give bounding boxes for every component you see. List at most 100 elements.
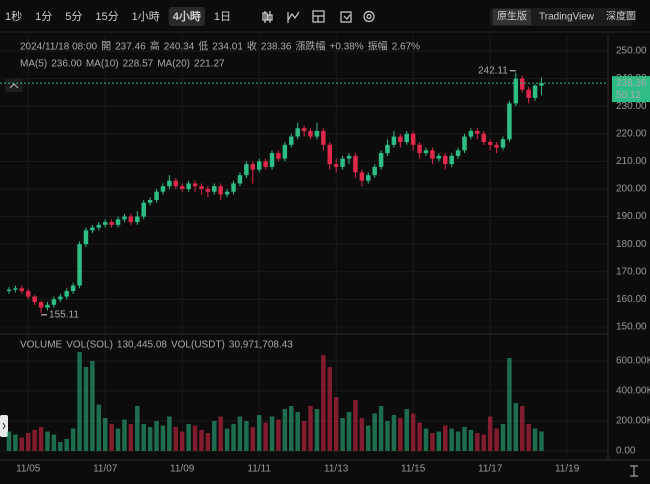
price-tick-label: 230.00 (616, 101, 647, 112)
layout-icon[interactable] (312, 10, 325, 23)
volume-bar (404, 408, 410, 451)
interval-button[interactable]: 15分 (95, 10, 118, 23)
candle-body (455, 150, 461, 156)
volume-tick-label: 400.00K (616, 386, 650, 397)
ma-value: 228.57 (123, 59, 154, 70)
candle-body (475, 131, 480, 134)
volume-bar (423, 428, 429, 451)
candle-body (179, 186, 185, 189)
volume-bar (186, 423, 191, 451)
volume-bar (45, 431, 50, 451)
settings-icon[interactable] (363, 10, 375, 23)
candle-body (45, 304, 50, 308)
volume-bar (263, 422, 268, 451)
candle-body (519, 78, 525, 90)
legend-label: 高 (150, 40, 160, 53)
volume-tick-label: 0.00 (616, 446, 636, 457)
volume-bar (83, 366, 89, 451)
legend-value: 237.46 (115, 42, 146, 53)
candle-body (231, 183, 236, 192)
snapshot-icon[interactable] (340, 11, 352, 23)
candle-body (128, 216, 134, 223)
legend-time: 2024/11/18 08:00 (20, 42, 98, 53)
volume-bar (167, 416, 172, 451)
candle-body (109, 222, 114, 225)
volume-bar (346, 411, 352, 451)
candle-body (314, 131, 320, 137)
ma-label: MA(20) (157, 59, 190, 70)
price-tick-label: 150.00 (616, 322, 647, 333)
candle-body (83, 230, 89, 245)
candle-body (353, 155, 358, 173)
price-tick-label: 190.00 (616, 211, 647, 222)
legend-label: 振幅 (368, 40, 388, 53)
volume-bar (19, 437, 25, 451)
volume-bar (507, 357, 512, 451)
candle-body (115, 219, 121, 225)
candle-body (436, 155, 442, 159)
volume-bar (455, 431, 461, 451)
volume-bar (295, 411, 300, 451)
volume-bar (109, 423, 114, 451)
chart-type-icon[interactable] (287, 11, 300, 23)
candle-body (443, 155, 448, 165)
candle-body (500, 139, 506, 148)
candle-body (70, 285, 76, 292)
candle-body (205, 188, 211, 192)
collapse-icon (9, 83, 19, 89)
volume-bar (6, 431, 12, 451)
view-button[interactable]: 原生版 (497, 10, 527, 23)
interval-button[interactable]: 1分 (35, 10, 52, 23)
current-price-label: 238.36 (616, 78, 647, 89)
volume-bar (237, 416, 243, 451)
candle-body (154, 191, 159, 201)
view-button[interactable]: 深度圖 (606, 10, 636, 23)
interval-button[interactable]: 1秒 (5, 9, 22, 23)
volume-bar (366, 425, 371, 451)
candle-body (212, 186, 217, 192)
candle-body (160, 186, 166, 192)
legend-value: 2.67% (392, 42, 420, 53)
volume-bar (32, 429, 37, 451)
volume-bar (122, 419, 127, 451)
volume-bar (475, 432, 480, 451)
volume-bar (205, 432, 211, 451)
interval-button[interactable]: 1日 (214, 11, 231, 23)
cursor-icon[interactable] (630, 465, 638, 477)
volume-bar (487, 416, 493, 451)
candle-body (321, 131, 326, 145)
candle-body (25, 291, 31, 297)
candle-body (532, 85, 538, 98)
legend-label: 開 (101, 41, 111, 53)
volume-bar (359, 417, 365, 451)
candle-body (526, 89, 531, 98)
candle-body (378, 153, 384, 167)
candle-body (147, 200, 153, 203)
interval-button[interactable]: 1小時 (132, 10, 160, 23)
candle-body (192, 183, 198, 187)
volume-bar (199, 429, 204, 451)
volume-bar (173, 426, 179, 451)
collapse-button[interactable] (5, 79, 23, 92)
volume-bar (218, 416, 223, 451)
volume-bar (192, 425, 198, 451)
indicator-icon[interactable] (262, 11, 273, 23)
volume-legend-label: VOLUME (20, 340, 63, 351)
candle-body (250, 164, 256, 170)
ma-value: 236.00 (51, 59, 82, 70)
interval-button[interactable]: 5分 (65, 10, 82, 23)
grid (0, 35, 608, 458)
candle-body (90, 227, 95, 231)
volume-bar (327, 366, 333, 451)
volume-bar (417, 422, 422, 451)
candle-body (301, 128, 307, 132)
volume-bar (244, 420, 249, 451)
view-button[interactable]: TradingView (539, 12, 595, 23)
volume-bar (333, 396, 339, 451)
candle-body (167, 180, 172, 187)
volume-bar (51, 434, 57, 451)
volume-bar (526, 423, 531, 451)
volume-bar (340, 417, 345, 451)
interval-button[interactable]: 4小時 (173, 9, 201, 23)
side-tab[interactable] (0, 415, 8, 437)
